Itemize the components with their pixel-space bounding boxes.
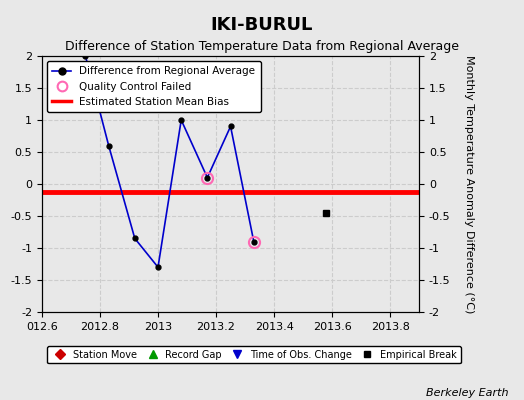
Text: Berkeley Earth: Berkeley Earth [426, 388, 508, 398]
Y-axis label: Monthly Temperature Anomaly Difference (°C): Monthly Temperature Anomaly Difference (… [464, 55, 474, 313]
Text: Difference of Station Temperature Data from Regional Average: Difference of Station Temperature Data f… [65, 40, 459, 53]
Text: IKI-BURUL: IKI-BURUL [211, 16, 313, 34]
Legend: Station Move, Record Gap, Time of Obs. Change, Empirical Break: Station Move, Record Gap, Time of Obs. C… [47, 346, 461, 364]
